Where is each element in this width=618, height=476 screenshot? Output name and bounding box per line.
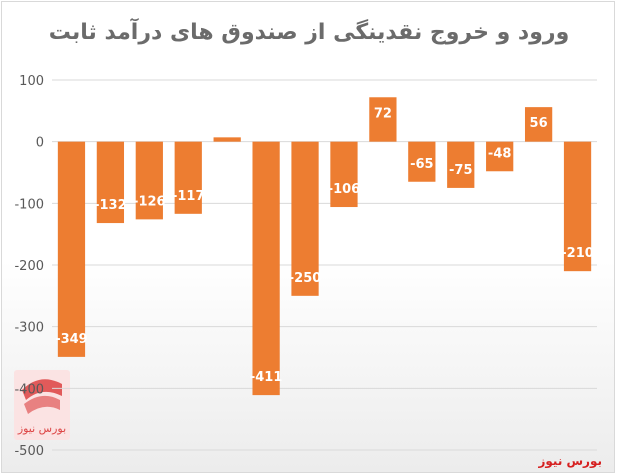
data-label: -75 (449, 163, 473, 178)
bar (96, 141, 125, 224)
y-tick-label: 0 (36, 136, 44, 151)
data-label: -117 (172, 189, 205, 204)
bar (291, 141, 319, 296)
bar (252, 141, 280, 396)
chart-title: ورود و خروج نقدینگی از صندوق های درآمد ث… (48, 20, 570, 45)
watermark-logo-text: بورس نیوز (17, 422, 66, 435)
data-label: 56 (530, 116, 548, 131)
data-label: -65 (410, 157, 434, 172)
data-label: 72 (374, 106, 392, 121)
y-tick-label: -500 (14, 444, 44, 459)
data-label: -126 (133, 194, 166, 209)
data-label: -210 (561, 246, 594, 261)
data-label: -132 (94, 198, 127, 213)
bar (486, 141, 514, 172)
bar (408, 141, 436, 182)
data-label: -349 (55, 332, 88, 347)
bar (174, 141, 202, 214)
bar (330, 141, 358, 208)
y-tick-label: 100 (19, 74, 44, 89)
y-tick-label: -100 (14, 197, 44, 212)
bar (563, 141, 592, 272)
bar (135, 141, 163, 220)
bar (57, 141, 86, 357)
watermark-logo: بورس نیوز (14, 370, 70, 440)
data-label: -106 (328, 182, 361, 197)
bar (213, 137, 241, 142)
watermark-text: بورس نیوز (538, 454, 602, 468)
watermark-logo-swoosh (24, 395, 60, 414)
bar (524, 107, 553, 142)
bar (447, 141, 475, 188)
y-tick-label: -200 (14, 259, 44, 274)
data-label: -411 (250, 370, 283, 385)
watermark-logo-swoosh (22, 379, 62, 400)
bar (369, 97, 397, 142)
data-label: -48 (488, 146, 512, 161)
data-label: 7 (223, 124, 232, 139)
y-tick-label: -400 (14, 382, 44, 397)
y-tick-label: -300 (14, 321, 44, 336)
data-label: -250 (289, 271, 322, 286)
